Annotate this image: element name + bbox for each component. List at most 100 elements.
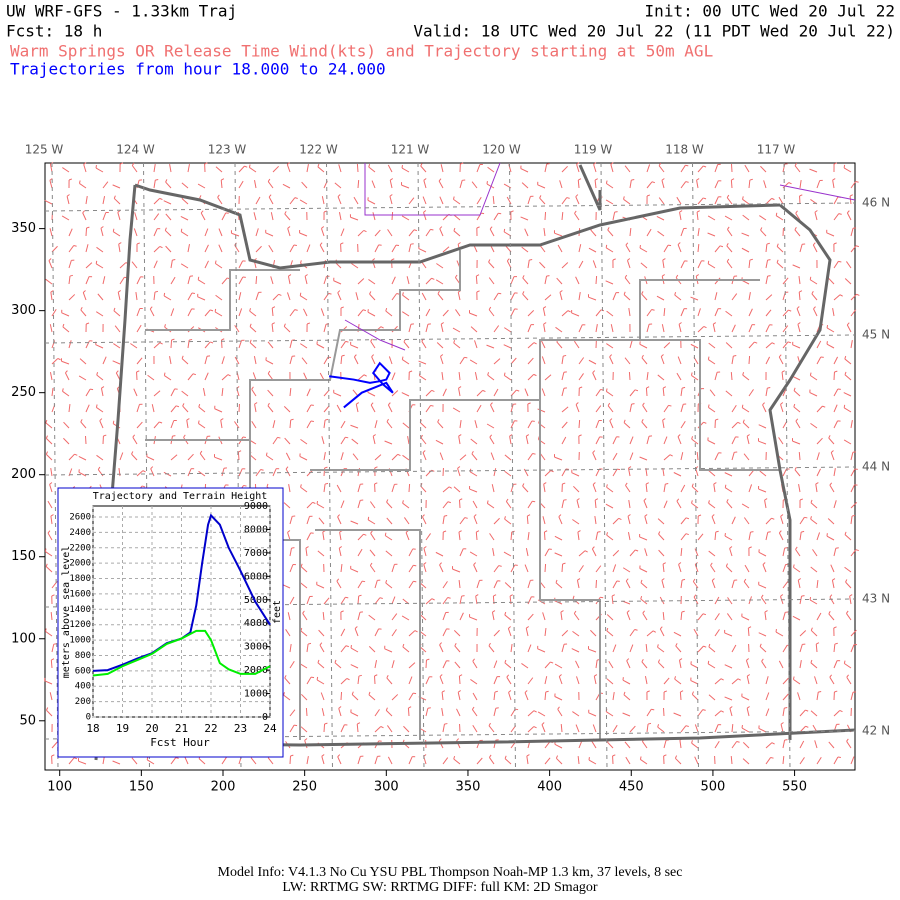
wind-barb: [725, 342, 733, 349]
wind-barb: [612, 468, 618, 477]
wind-barb: [675, 274, 679, 278]
wind-barb: [476, 390, 484, 397]
wind-barb: [306, 388, 311, 397]
wind-barb: [422, 452, 427, 461]
wind-barb: [357, 278, 365, 285]
wind-barb: [408, 756, 413, 765]
wind-barb: [100, 388, 104, 397]
wind-barb: [44, 200, 53, 205]
wind-barb: [625, 756, 631, 765]
wind-barb: [810, 422, 818, 429]
wind-barb: [341, 354, 345, 357]
wind-barb: [748, 546, 752, 549]
wind-barb: [605, 199, 614, 205]
wind-barb: [760, 165, 767, 173]
wind-barb: [697, 197, 704, 205]
wind-barb: [68, 260, 72, 269]
wind-barb: [146, 456, 155, 461]
wind-barb: [470, 438, 478, 445]
wind-barb: [419, 614, 427, 621]
wind-barb: [818, 690, 822, 693]
wind-barb: [631, 403, 635, 405]
wind-barb: [181, 198, 189, 205]
wind-barb: [592, 484, 597, 493]
wind-barb: [575, 196, 580, 205]
wind-barb: [737, 421, 741, 425]
wind-barb: [629, 340, 633, 349]
wind-barb: [270, 212, 274, 221]
wind-barb: [724, 484, 727, 488]
wind-barb: [668, 404, 672, 407]
wind-barb: [402, 500, 404, 504]
wind-barb: [780, 514, 784, 517]
wind-barb: [641, 421, 648, 429]
wind-barb: [64, 372, 70, 381]
wind-barb: [180, 484, 183, 488]
wind-barb: [680, 181, 687, 189]
wind-barb: [690, 372, 693, 376]
wind-barb: [643, 498, 647, 501]
wind-barb: [527, 580, 531, 589]
parallel: [44, 598, 856, 608]
wind-barb: [112, 184, 121, 189]
wind-barb: [578, 260, 584, 269]
wind-barb: [464, 517, 468, 519]
wind-barb: [573, 485, 580, 493]
wind-barb: [662, 387, 665, 397]
wind-barb: [150, 466, 154, 470]
wind-barb: [498, 565, 502, 567]
wind-barb: [249, 323, 252, 327]
wind-barb: [180, 228, 183, 232]
wind-barb: [809, 168, 818, 173]
wind-barb: [575, 660, 580, 669]
wind-barb: [782, 548, 786, 557]
wind-barb: [374, 244, 380, 253]
wind-barb: [622, 679, 631, 685]
wind-barb: [612, 724, 618, 733]
wind-barb: [780, 402, 784, 405]
wind-barb: [252, 372, 257, 381]
wind-barb: [425, 277, 432, 285]
wind-barb: [442, 628, 447, 637]
wind-barb: [422, 516, 427, 525]
wind-barb: [708, 646, 716, 653]
wind-barb: [436, 342, 444, 349]
wind-barb: [712, 324, 716, 333]
wind-barb: [850, 549, 857, 557]
wind-barb: [713, 484, 716, 493]
wind-barb: [793, 387, 796, 391]
wind-barb: [370, 404, 376, 413]
wind-barb: [794, 226, 797, 231]
wind-barb: [793, 566, 801, 573]
wind-barb: [578, 244, 582, 253]
wind-barb: [437, 419, 440, 423]
wind-barb: [385, 310, 393, 317]
wind-barb: [697, 308, 701, 317]
wind-barb: [197, 296, 206, 301]
wind-barb: [746, 706, 750, 709]
wind-barb: [690, 680, 699, 685]
wind-barb: [493, 629, 500, 637]
wind-barb: [472, 658, 475, 662]
wind-barb: [237, 451, 240, 461]
wind-barb: [793, 390, 801, 397]
wind-barb: [62, 167, 70, 173]
wind-barb: [301, 693, 308, 701]
x-tick-label: 22: [204, 722, 217, 735]
wind-barb: [370, 338, 373, 342]
wind-barb: [323, 210, 328, 213]
wind-barb: [267, 757, 274, 765]
wind-barb: [357, 580, 363, 589]
wind-barb: [472, 500, 478, 509]
wind-barb: [506, 260, 512, 269]
wind-barb: [646, 630, 654, 637]
wind-barb: [731, 293, 738, 301]
wind-barb: [834, 370, 838, 373]
wind-barb: [149, 308, 155, 317]
wind-barb: [363, 374, 367, 377]
wind-barb: [442, 486, 450, 493]
wind-barb: [340, 420, 346, 429]
wind-barb: [741, 404, 744, 408]
wind-barb: [834, 690, 838, 693]
wind-barb: [816, 612, 822, 621]
